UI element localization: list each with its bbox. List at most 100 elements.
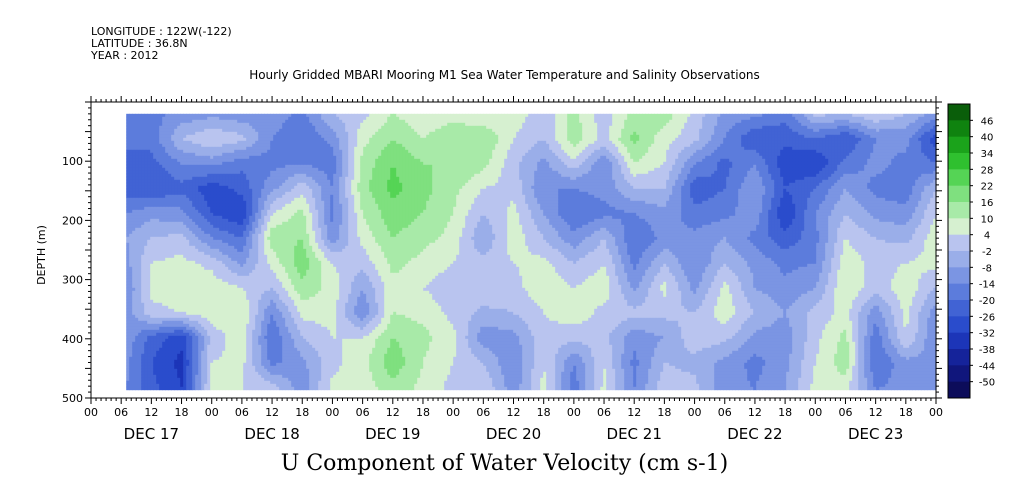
heatmap-cell — [177, 354, 180, 357]
heatmap-cell — [147, 339, 150, 342]
heatmap-cell — [222, 345, 225, 348]
heatmap-cell — [126, 156, 129, 159]
heatmap-cell — [132, 249, 135, 252]
heatmap-cell — [285, 123, 288, 126]
heatmap-cell — [153, 324, 156, 327]
heatmap-cell — [180, 189, 183, 192]
heatmap-cell — [171, 381, 174, 384]
heatmap-cell — [228, 162, 231, 165]
heatmap-cell — [186, 384, 189, 387]
heatmap-cell — [156, 183, 159, 186]
heatmap-cell — [264, 342, 267, 345]
heatmap-cell — [195, 207, 198, 210]
heatmap-cell — [138, 159, 141, 162]
heatmap-cell — [255, 168, 258, 171]
heatmap-cell — [210, 360, 213, 363]
heatmap-cell — [141, 120, 144, 123]
heatmap-cell — [153, 219, 156, 222]
heatmap-cell — [243, 234, 246, 237]
heatmap-cell — [201, 357, 204, 360]
heatmap-cell — [183, 315, 186, 318]
heatmap-cell — [141, 159, 144, 162]
heatmap-cell — [228, 141, 231, 144]
heatmap-cell — [126, 150, 129, 153]
heatmap-cell — [288, 171, 291, 174]
heatmap-cell — [183, 114, 186, 117]
heatmap-cell — [138, 327, 141, 330]
heatmap-cell — [243, 288, 246, 291]
heatmap-cell — [192, 153, 195, 156]
heatmap-cell — [159, 354, 162, 357]
heatmap-cell — [186, 132, 189, 135]
heatmap-cell — [282, 246, 285, 249]
heatmap-cell — [210, 312, 213, 315]
heatmap-cell — [135, 342, 138, 345]
heatmap-cell — [189, 282, 192, 285]
heatmap-cell — [156, 279, 159, 282]
heatmap-cell — [129, 159, 132, 162]
heatmap-cell — [138, 351, 141, 354]
heatmap-cell — [267, 159, 270, 162]
heatmap-cell — [204, 279, 207, 282]
heatmap-cell — [279, 228, 282, 231]
heatmap-cell — [201, 180, 204, 183]
heatmap-cell — [189, 357, 192, 360]
heatmap-cell — [144, 147, 147, 150]
heatmap-cell — [156, 297, 159, 300]
heatmap-cell — [234, 327, 237, 330]
heatmap-cell — [240, 297, 243, 300]
heatmap-cell — [267, 135, 270, 138]
heatmap-cell — [129, 333, 132, 336]
heatmap-cell — [183, 123, 186, 126]
heatmap-cell — [270, 333, 273, 336]
heatmap-cell — [219, 216, 222, 219]
heatmap-cell — [147, 285, 150, 288]
heatmap-cell — [264, 141, 267, 144]
heatmap-cell — [261, 177, 264, 180]
heatmap-cell — [165, 234, 168, 237]
heatmap-cell — [279, 300, 282, 303]
heatmap-cell — [219, 264, 222, 267]
heatmap-cell — [279, 318, 282, 321]
heatmap-cell — [222, 243, 225, 246]
heatmap-cell — [141, 279, 144, 282]
heatmap-cell — [135, 207, 138, 210]
heatmap-cell — [183, 342, 186, 345]
heatmap-cell — [129, 180, 132, 183]
heatmap-cell — [282, 294, 285, 297]
heatmap-cell — [180, 375, 183, 378]
heatmap-cell — [252, 189, 255, 192]
heatmap-cell — [189, 384, 192, 387]
heatmap-cell — [255, 120, 258, 123]
heatmap-cell — [174, 246, 177, 249]
heatmap-cell — [210, 228, 213, 231]
heatmap-cell — [126, 330, 129, 333]
heatmap-cell — [261, 225, 264, 228]
heatmap-cell — [162, 273, 165, 276]
heatmap-cell — [180, 219, 183, 222]
heatmap-cell — [234, 381, 237, 384]
heatmap-cell — [240, 147, 243, 150]
heatmap-cell — [129, 126, 132, 129]
heatmap-cell — [255, 378, 258, 381]
heatmap-cell — [216, 318, 219, 321]
heatmap-cell — [258, 174, 261, 177]
heatmap-cell — [243, 303, 246, 306]
heatmap-cell — [276, 219, 279, 222]
heatmap-cell — [156, 114, 159, 117]
heatmap-cell — [249, 351, 252, 354]
heatmap-cell — [168, 237, 171, 240]
heatmap-cell — [162, 249, 165, 252]
heatmap-cell — [153, 387, 156, 390]
heatmap-cell — [183, 171, 186, 174]
heatmap-cell — [177, 192, 180, 195]
heatmap-cell — [150, 273, 153, 276]
heatmap-cell — [198, 315, 201, 318]
heatmap-cell — [198, 363, 201, 366]
heatmap-cell — [156, 123, 159, 126]
heatmap-cell — [258, 249, 261, 252]
heatmap-cell — [150, 312, 153, 315]
heatmap-cell — [147, 141, 150, 144]
heatmap-cell — [174, 342, 177, 345]
heatmap-cell — [147, 270, 150, 273]
